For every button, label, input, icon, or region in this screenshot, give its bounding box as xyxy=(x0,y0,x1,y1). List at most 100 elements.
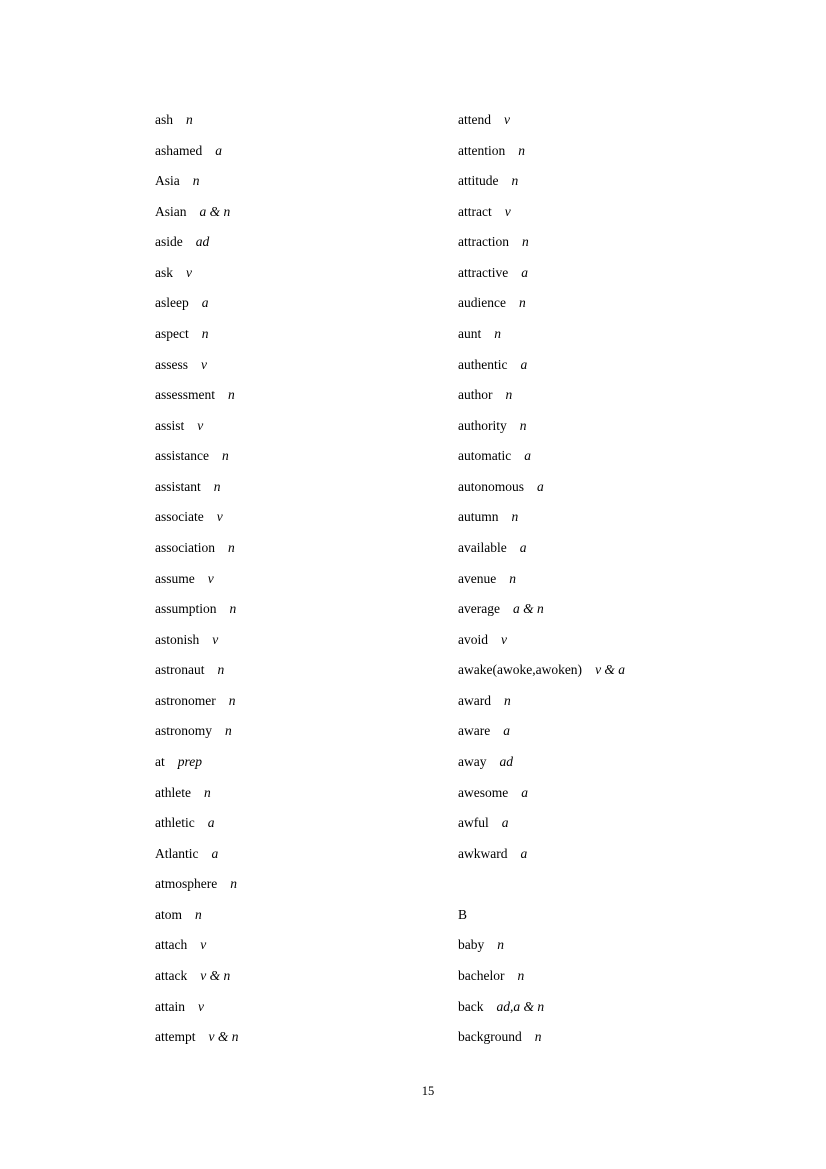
word-entry: ashamed a xyxy=(155,142,222,160)
word-entry: athletic a xyxy=(155,814,214,832)
word-entry: assess v xyxy=(155,356,207,374)
entry-word: attain xyxy=(155,998,185,1014)
part-of-speech: n xyxy=(517,967,525,983)
section-heading: B xyxy=(458,906,467,924)
part-of-speech: n xyxy=(511,173,519,189)
entry-word: authority xyxy=(458,417,507,433)
entry-word: athletic xyxy=(155,815,195,831)
part-of-speech: v & n xyxy=(208,1029,239,1045)
part-of-speech: n xyxy=(203,784,211,800)
word-entry: available a xyxy=(458,539,526,557)
part-of-speech: a xyxy=(215,142,222,158)
word-entry: award n xyxy=(458,692,511,710)
entry-word: aunt xyxy=(458,325,482,341)
entry-word: atmosphere xyxy=(155,876,218,892)
word-entry: ask v xyxy=(155,264,192,282)
part-of-speech: n xyxy=(217,662,225,678)
word-entry: autumn n xyxy=(458,508,518,526)
entry-word: awake(awoke,awoken) xyxy=(458,662,583,678)
entry-word: autonomous xyxy=(458,478,524,494)
entry-word: autumn xyxy=(458,509,499,525)
word-entry: astronaut n xyxy=(155,661,224,679)
entry-word: assess xyxy=(155,356,188,372)
word-entry: authority n xyxy=(458,417,527,435)
entry-word: aside xyxy=(155,234,183,250)
part-of-speech: n xyxy=(201,325,209,341)
word-entry: awesome a xyxy=(458,784,528,802)
part-of-speech: a xyxy=(520,356,528,372)
entry-word: athlete xyxy=(155,784,191,800)
entry-word: available xyxy=(458,539,507,555)
part-of-speech: v xyxy=(504,203,511,219)
part-of-speech: n xyxy=(229,601,237,617)
part-of-speech: n xyxy=(186,112,193,127)
entry-word: avoid xyxy=(458,631,488,647)
part-of-speech: n xyxy=(230,876,237,892)
word-entry: assist v xyxy=(155,417,203,435)
entry-word: astronaut xyxy=(155,662,205,678)
entry-word: award xyxy=(458,692,491,708)
entry-word: assist xyxy=(155,417,185,433)
entry-word: Asia xyxy=(155,173,180,189)
entry-word: Asian xyxy=(155,203,187,219)
word-entry: associate v xyxy=(155,508,223,526)
part-of-speech: n xyxy=(497,937,504,953)
part-of-speech: a xyxy=(201,295,209,311)
entry-word: awkward xyxy=(458,845,508,861)
entry-word: ask xyxy=(155,264,173,280)
part-of-speech: a xyxy=(519,539,527,555)
entry-word: baby xyxy=(458,937,485,953)
part-of-speech: n xyxy=(228,539,235,555)
part-of-speech: v & a xyxy=(595,662,626,678)
entry-word: audience xyxy=(458,295,506,311)
word-entry: athlete n xyxy=(155,784,211,802)
part-of-speech: n xyxy=(225,723,232,739)
entry-word: asleep xyxy=(155,295,189,311)
word-entry: aspect n xyxy=(155,325,208,343)
word-entry: attention n xyxy=(458,142,525,160)
entry-word: atom xyxy=(155,906,182,922)
word-entry: assistant n xyxy=(155,478,221,496)
word-entry: awful a xyxy=(458,814,509,832)
word-entry: ash n xyxy=(155,111,193,129)
word-entry: attach v xyxy=(155,936,206,954)
word-entry: astronomy n xyxy=(155,722,232,740)
entry-word: author xyxy=(458,387,493,403)
part-of-speech: ad,a & n xyxy=(496,998,545,1014)
part-of-speech: n xyxy=(519,417,527,433)
part-of-speech: ad xyxy=(195,234,210,250)
word-entry: away ad xyxy=(458,753,513,771)
word-entry: association n xyxy=(155,539,235,557)
word-entry: avoid v xyxy=(458,631,507,649)
part-of-speech: prep xyxy=(177,753,202,769)
word-entry: at prep xyxy=(155,753,202,771)
part-of-speech: v xyxy=(212,631,219,647)
entry-word: average xyxy=(458,601,500,617)
part-of-speech: a xyxy=(207,815,215,831)
entry-word: authentic xyxy=(458,356,508,372)
word-entry: awkward a xyxy=(458,845,527,863)
word-entry: aunt n xyxy=(458,325,501,343)
word-entry: attractive a xyxy=(458,264,528,282)
part-of-speech: v xyxy=(198,998,204,1014)
entry-word: back xyxy=(458,998,484,1014)
word-entry: attempt v & n xyxy=(155,1028,239,1046)
entry-word: B xyxy=(458,906,468,922)
word-entry: autonomous a xyxy=(458,478,544,496)
word-entry: aware a xyxy=(458,722,510,740)
word-entry: back ad,a & n xyxy=(458,998,544,1016)
entry-word: bachelor xyxy=(458,967,505,983)
entry-word: ashamed xyxy=(155,142,203,158)
word-entry: attraction n xyxy=(458,233,529,251)
entry-word: Atlantic xyxy=(155,845,199,861)
word-entry: avenue n xyxy=(458,570,516,588)
entry-word: astonish xyxy=(155,631,200,647)
part-of-speech: n xyxy=(228,387,235,403)
part-of-speech: n xyxy=(521,234,529,250)
entry-word: assume xyxy=(155,570,195,586)
word-entry: assumption n xyxy=(155,600,236,618)
word-entry: average a & n xyxy=(458,600,544,618)
entry-word: attitude xyxy=(458,173,499,189)
part-of-speech: n xyxy=(509,570,516,586)
entry-word: association xyxy=(155,539,215,555)
